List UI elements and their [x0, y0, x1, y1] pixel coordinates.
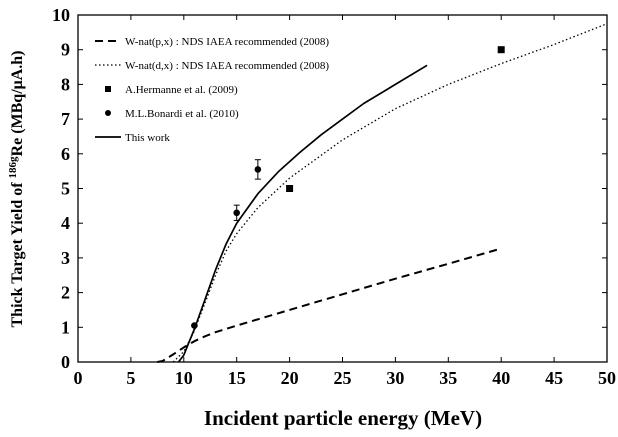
data-point-circle [254, 166, 262, 173]
y-tick-label: 8 [61, 74, 70, 94]
y-tick-label: 0 [61, 352, 70, 372]
y-tick-label: 9 [61, 40, 70, 60]
x-tick-label: 50 [598, 368, 616, 388]
y-axis-title: Thick Target Yield of 186gRe (MBq/μA.h) [7, 51, 26, 328]
x-tick-label: 20 [281, 368, 299, 388]
y-tick-label: 10 [52, 5, 70, 25]
series-layer [157, 23, 608, 363]
legend-label: A.Hermanne et al. (2009) [125, 84, 238, 96]
x-tick-label: 15 [228, 368, 246, 388]
x-tick-label: 5 [126, 368, 135, 388]
x-axis-title: Incident particle energy (MeV) [204, 406, 482, 430]
series-0 [157, 247, 502, 363]
y-tick-label: 2 [61, 283, 70, 303]
series-line [157, 247, 502, 363]
y-tick-label: 4 [61, 213, 70, 233]
y-tick-label: 5 [61, 179, 70, 199]
legend-item-2: A.Hermanne et al. (2009) [105, 84, 238, 96]
axis-ticks [77, 14, 608, 363]
series-1 [172, 23, 608, 363]
y-axis-title-part-1: Thick Target Yield of [9, 178, 26, 327]
x-tick-label: 45 [545, 368, 563, 388]
legend-item-3: M.L.Bonardi et al. (2010) [105, 108, 239, 120]
y-tick-label: 7 [61, 109, 70, 129]
x-tick-label: 0 [74, 368, 83, 388]
legend-item-4: This work [95, 132, 170, 144]
y-tick-label: 3 [61, 248, 70, 268]
y-tick-label: 6 [61, 144, 70, 164]
legend-label: This work [125, 132, 170, 144]
series-2 [286, 46, 505, 192]
legend-swatch-circle [105, 110, 111, 116]
data-point-square [497, 46, 505, 54]
series-4 [177, 64, 428, 363]
y-axis-title-isotope-mass: 186g [7, 156, 19, 179]
legend-label: W-nat(p,x) : NDS IAEA recommended (2008) [125, 36, 329, 48]
legend-swatch-square [105, 86, 111, 92]
data-point-square [286, 185, 294, 192]
series-line [177, 64, 428, 363]
series-3 [191, 159, 262, 329]
x-tick-label: 25 [334, 368, 352, 388]
legend-label: M.L.Bonardi et al. (2010) [125, 108, 239, 120]
legend-label: W-nat(d,x) : NDS IAEA recommended (2008) [125, 60, 329, 72]
x-tick-label: 35 [439, 368, 457, 388]
y-tick-label: 1 [61, 317, 70, 337]
x-tick-label: 30 [386, 368, 404, 388]
series-line [172, 23, 608, 363]
x-tick-label: 10 [175, 368, 193, 388]
x-tick-label: 40 [492, 368, 510, 388]
legend: W-nat(p,x) : NDS IAEA recommended (2008)… [95, 36, 329, 144]
data-point-circle [233, 209, 240, 217]
legend-item-1: W-nat(d,x) : NDS IAEA recommended (2008) [95, 60, 329, 72]
legend-item-0: W-nat(p,x) : NDS IAEA recommended (2008) [95, 36, 329, 48]
y-axis-title-part-2: Re (MBq/μA.h) [9, 51, 26, 157]
